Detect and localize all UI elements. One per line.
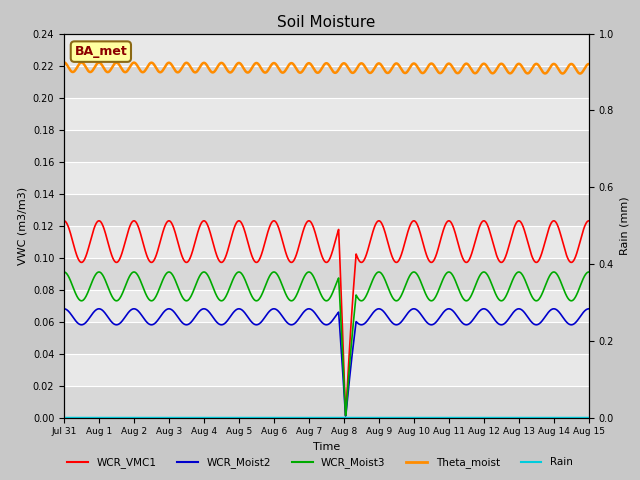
Bar [64,97,589,130]
Bar [64,289,589,322]
Y-axis label: VWC (m3/m3): VWC (m3/m3) [17,187,27,264]
Text: BA_met: BA_met [74,45,127,58]
Bar [64,226,589,258]
X-axis label: Time: Time [313,442,340,452]
Bar [64,66,589,97]
Legend: WCR_VMC1, WCR_Moist2, WCR_Moist3, Theta_moist, Rain: WCR_VMC1, WCR_Moist2, WCR_Moist3, Theta_… [63,453,577,472]
Bar [64,385,589,418]
Bar [64,162,589,193]
Bar [64,354,589,385]
Bar [64,193,589,226]
Bar [64,130,589,162]
Bar [64,258,589,289]
Y-axis label: Rain (mm): Rain (mm) [620,196,630,255]
Bar [64,34,589,66]
Title: Soil Moisture: Soil Moisture [277,15,376,30]
Bar [64,322,589,354]
